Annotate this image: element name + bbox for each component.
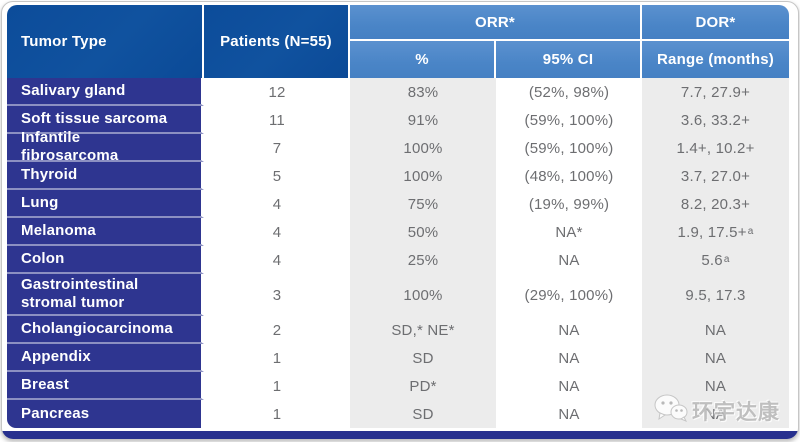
patients-cell: 4 [204,218,350,246]
orr-percent-cell: 75% [350,190,496,218]
tumor-type-cell: Cholangiocarcinoma [7,316,204,344]
orr-ci-cell: NA [496,344,642,372]
dor-range-cell: 9.5, 17.3 [642,274,789,316]
dor-range-cell: 8.2, 20.3+ [642,190,789,218]
patients-cell: 7 [204,134,350,162]
tumor-type-cell: Appendix [7,344,204,372]
dor-range-cell: NA [642,316,789,344]
patients-cell: 2 [204,316,350,344]
column-header-95ci: 95% CI [496,41,642,78]
orr-ci-cell: (29%, 100%) [496,274,642,316]
table-wrapper: Tumor Type Patients (N=55) ORR* DOR* % 9… [2,2,798,431]
orr-percent-cell: 100% [350,162,496,190]
column-group-header-dor: DOR* [642,5,789,41]
dor-range-value: 1.9, 17.5+ [677,223,747,241]
tumor-type-cell: Breast [7,372,204,400]
efficacy-table: Tumor Type Patients (N=55) ORR* DOR* % 9… [7,5,789,428]
column-header-patients: Patients (N=55) [204,5,350,78]
dor-range-cell: 1.9, 17.5+ a [642,218,789,246]
column-header-tumor-type: Tumor Type [7,5,204,78]
dor-range-cell: 3.6, 33.2+ [642,106,789,134]
patients-cell: 4 [204,246,350,274]
orr-percent-cell: SD [350,400,496,428]
patients-cell: 3 [204,274,350,316]
tumor-type-cell: Gastrointestinal stromal tumor [7,274,204,316]
dor-range-cell: 7.7, 27.9+ [642,78,789,106]
dor-range-cell: NA [642,372,789,400]
column-group-header-orr: ORR* [350,5,642,41]
column-header-orr-percent: % [350,41,496,78]
orr-ci-cell: (19%, 99%) [496,190,642,218]
column-header-range-months: Range (months) [642,41,789,78]
orr-ci-cell: (52%, 98%) [496,78,642,106]
tumor-type-cell: Thyroid [7,162,204,190]
tumor-type-cell: Lung [7,190,204,218]
tumor-type-cell: Colon [7,246,204,274]
orr-percent-cell: SD,* NE* [350,316,496,344]
orr-percent-cell: 100% [350,274,496,316]
dor-range-cell: NA [642,400,789,428]
dor-range-cell: 3.7, 27.0+ [642,162,789,190]
patients-cell: 1 [204,344,350,372]
orr-ci-cell: (59%, 100%) [496,134,642,162]
table-bottom-accent-bar [2,431,798,439]
dor-range-cell: 1.4+, 10.2+ [642,134,789,162]
orr-ci-cell: NA* [496,218,642,246]
tumor-type-cell: Infantile fibrosarcoma [7,129,204,164]
orr-percent-cell: SD [350,344,496,372]
orr-ci-cell: NA [496,316,642,344]
orr-ci-cell: (48%, 100%) [496,162,642,190]
patients-cell: 11 [204,106,350,134]
orr-percent-cell: 91% [350,106,496,134]
patients-cell: 1 [204,372,350,400]
orr-percent-cell: 25% [350,246,496,274]
tumor-type-cell: Soft tissue sarcoma [7,106,204,134]
dor-range-value: 5.6 [701,251,723,269]
tumor-type-cell: Melanoma [7,218,204,246]
patients-cell: 4 [204,190,350,218]
orr-ci-cell: NA [496,400,642,428]
orr-ci-cell: (59%, 100%) [496,106,642,134]
orr-ci-cell: NA [496,372,642,400]
patients-cell: 1 [204,400,350,428]
dor-range-cell: 5.6 a [642,246,789,274]
tumor-type-cell: Pancreas [7,400,204,428]
tumor-type-cell: Salivary gland [7,78,204,106]
patients-cell: 12 [204,78,350,106]
orr-percent-cell: 83% [350,78,496,106]
orr-percent-cell: PD* [350,372,496,400]
dor-range-cell: NA [642,344,789,372]
orr-percent-cell: 50% [350,218,496,246]
orr-percent-cell: 100% [350,134,496,162]
orr-ci-cell: NA [496,246,642,274]
patients-cell: 5 [204,162,350,190]
